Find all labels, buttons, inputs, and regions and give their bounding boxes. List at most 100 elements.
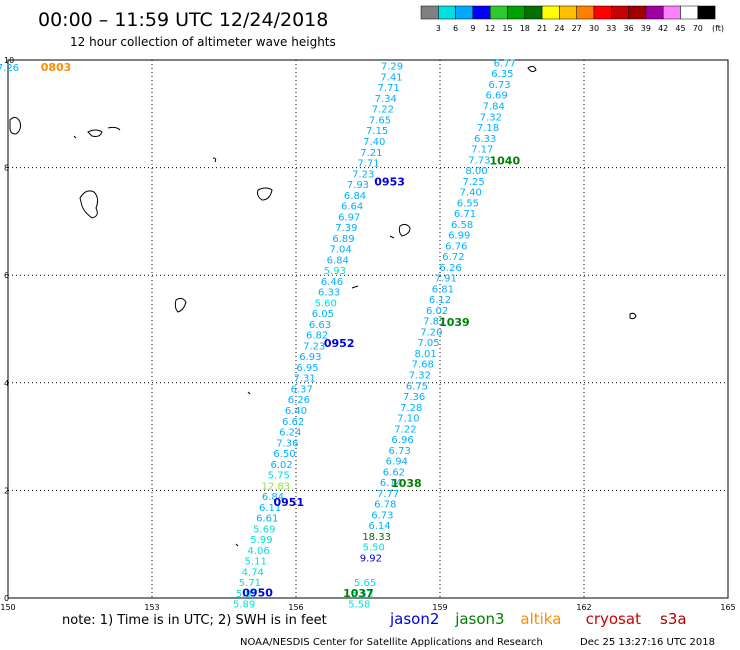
color-swatch — [611, 5, 629, 20]
footer-credit: NOAA/NESDIS Center for Satellite Applica… — [240, 637, 543, 648]
map-frame — [7, 59, 729, 599]
wave-height-label: 5.71 — [239, 578, 261, 589]
satellite-legend-item: jason2 — [389, 610, 439, 628]
satellite-legend-item: jason3 — [454, 610, 504, 628]
wave-height-label: 8.00 — [465, 166, 487, 177]
wave-height-label: 5.93 — [324, 266, 346, 277]
wave-height-label: 6.50 — [273, 449, 295, 460]
wave-height-label: 7.28 — [400, 403, 422, 414]
wave-height-label: 5.99 — [250, 535, 272, 546]
color-swatch — [559, 5, 577, 20]
time-label: 0950 — [242, 586, 273, 599]
wave-height-label: 6.84 — [327, 255, 349, 266]
wave-height-label: 7.40 — [460, 188, 482, 199]
wave-height-label: 6.64 — [341, 202, 363, 213]
wave-height-label: 6.75 — [406, 381, 428, 392]
y-tick-label: 2 — [4, 486, 9, 495]
wave-height-label: 7.23 — [303, 341, 325, 352]
y-tick-label: 4 — [4, 379, 9, 388]
wave-height-label: 5.97 — [236, 589, 258, 600]
wave-height-label: 6.35 — [491, 69, 513, 80]
wave-height-label: 6.69 — [486, 91, 508, 102]
color-scale-label: 30 — [589, 24, 599, 33]
wave-height-label: 6.73 — [371, 510, 393, 521]
wave-height-label: 7.25 — [462, 177, 484, 188]
wave-height-label: 7.93 — [347, 180, 369, 191]
wave-height-label: 6.33 — [318, 288, 340, 299]
x-tick-label: 162 — [576, 603, 591, 612]
y-tick-label: 0 — [4, 594, 9, 603]
wave-height-label: 6.33 — [474, 134, 496, 145]
color-scale-label: 18 — [520, 24, 530, 33]
wave-height-label: 7.32 — [409, 370, 431, 381]
color-swatch — [593, 5, 612, 20]
wave-height-label: 6.93 — [299, 352, 321, 363]
color-scale-label: 9 — [470, 24, 475, 33]
wave-height-label: 6.97 — [338, 212, 360, 223]
wave-height-label: 6.63 — [309, 320, 331, 331]
wave-height-label: 7.36 — [276, 438, 298, 449]
wave-height-label: 6.37 — [291, 384, 313, 395]
wave-height-label: 6.99 — [448, 231, 470, 242]
x-tick-label: 156 — [288, 603, 303, 612]
chart-title: 00:00 – 11:59 UTC 12/24/2018 — [38, 9, 328, 31]
color-scale-label: 15 — [502, 24, 512, 33]
wave-height-label: 7.91 — [435, 274, 457, 285]
wave-height-label: 6.72 — [442, 252, 464, 263]
wave-height-label: 6.12 — [429, 295, 451, 306]
wave-height-label: 6.02 — [426, 306, 448, 317]
time-label: 1037 — [343, 587, 374, 600]
wave-height-label: 7.23 — [352, 169, 374, 180]
wave-height-label: 7.10 — [397, 414, 419, 425]
wave-height-points: 7.26 7.297.417.717.347.227.657.157.407.21… — [0, 58, 516, 610]
color-scale: 3 6 9 12 15 18 21 24 27 30 33 36 39 42 45 70 (ft) — [420, 5, 724, 33]
color-scale-label: 45 — [675, 24, 685, 33]
color-scale-label: 70 — [693, 24, 703, 33]
wave-height-label: 6.14 — [368, 521, 390, 532]
color-scale-label: 39 — [641, 24, 651, 33]
wave-height-label: 6.96 — [391, 435, 413, 446]
wave-height-label: 6.73 — [488, 80, 510, 91]
wave-height-label: 9.92 — [360, 553, 382, 564]
wave-height-label: 7.34 — [375, 94, 397, 105]
wave-height-label: 6.84 — [344, 191, 366, 202]
wave-height-label: 7.05 — [417, 338, 439, 349]
color-swatch — [420, 5, 439, 20]
wave-height-label: 7.20 — [420, 327, 442, 338]
wave-height-label: 8.01 — [414, 349, 436, 360]
wave-height-label: 6.73 — [389, 446, 411, 457]
wave-height-label: 5.65 — [354, 578, 376, 589]
color-scale-label: 36 — [624, 24, 634, 33]
wave-height-label: 7.15 — [366, 126, 388, 137]
time-label: 1039 — [439, 316, 470, 329]
time-label: 0951 — [273, 496, 304, 509]
color-swatch — [541, 5, 560, 20]
color-swatch — [472, 5, 491, 20]
time-label: 0803 — [41, 61, 72, 74]
color-scale-label: 21 — [537, 24, 547, 33]
wave-height-label: 6.89 — [332, 234, 354, 245]
wave-height-label: 7.71 — [378, 83, 400, 94]
islands — [9, 65, 637, 547]
color-swatch — [507, 5, 526, 20]
wave-height-label: 7.04 — [330, 245, 352, 256]
color-scale-label: 33 — [606, 24, 616, 33]
map-area: 7.26 7.297.417.717.347.227.657.157.407.21… — [0, 56, 736, 612]
wave-height-label: 7.26 — [0, 63, 19, 74]
wave-height-label: 6.62 — [383, 467, 405, 478]
wave-height-label: 7.87 — [423, 317, 445, 328]
color-swatch — [576, 5, 595, 20]
wave-height-label: 6.14 — [380, 478, 402, 489]
color-swatch — [524, 5, 543, 20]
color-swatch — [662, 5, 681, 20]
wave-height-label: 6.61 — [256, 514, 278, 525]
wave-height-label: 6.71 — [454, 209, 476, 220]
wave-height-label: 5.50 — [363, 543, 385, 554]
wave-height-label: 6.58 — [451, 220, 473, 231]
x-tick-label: 159 — [432, 603, 447, 612]
color-swatch — [697, 5, 716, 20]
color-swatch — [489, 5, 508, 20]
wave-height-label: 5.60 — [315, 298, 337, 309]
y-tick-label: 6 — [4, 271, 9, 280]
axis-ticks: 150 153 156 159 162 165 0 2 4 6 8 10 — [0, 56, 735, 612]
